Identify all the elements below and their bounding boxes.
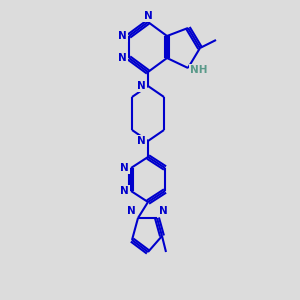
Text: N: N (144, 11, 152, 21)
Text: N: N (137, 81, 146, 91)
Text: N: N (159, 206, 168, 216)
Text: N: N (120, 186, 129, 196)
Text: N: N (137, 136, 146, 146)
Text: NH: NH (190, 65, 208, 75)
Text: N: N (118, 31, 127, 41)
Text: N: N (127, 206, 136, 216)
Text: N: N (120, 163, 129, 173)
Text: N: N (118, 53, 127, 63)
